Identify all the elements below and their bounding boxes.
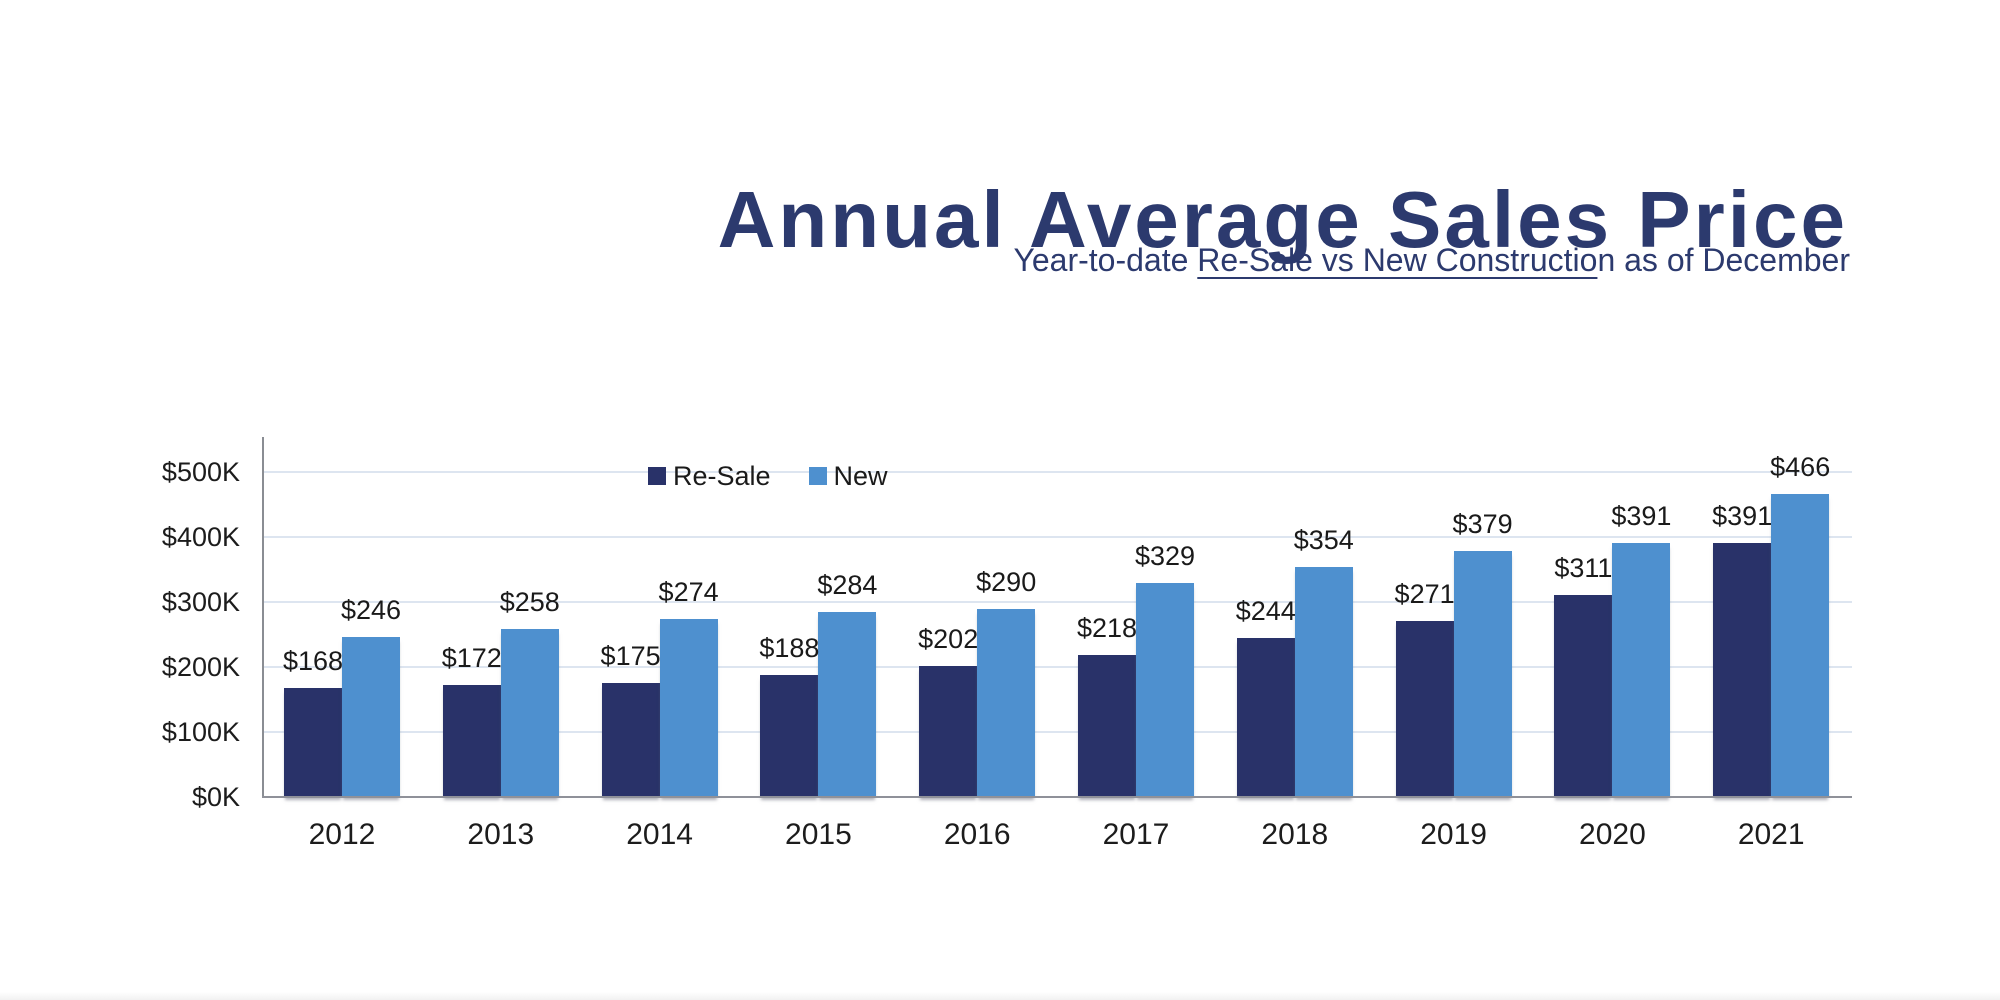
bar-value-label-resale-2018: $244: [1235, 596, 1296, 627]
bar-new-2016: [977, 608, 1036, 797]
chart-legend: Re-Sale New: [648, 462, 888, 490]
bar-value-label-new-2013: $258: [499, 587, 560, 618]
bar-value-label-new-2021: $466: [1770, 452, 1831, 483]
bar-resale-2014: [601, 683, 660, 797]
bar-value-label-resale-2013: $172: [441, 643, 502, 674]
x-tick-label-2014: 2014: [626, 818, 693, 851]
bar-resale-2018: [1236, 638, 1295, 797]
x-axis-line: [262, 796, 1852, 798]
bar-value-label-new-2017: $329: [1134, 541, 1196, 572]
bar-value-label-resale-2016: $202: [918, 623, 979, 654]
bar-new-2015: [818, 612, 877, 797]
bar-new-2020: [1612, 542, 1671, 797]
legend-item-resale: Re-Sale: [648, 462, 771, 490]
gridline-500k: [264, 471, 1852, 473]
y-tick-label: $500K: [161, 457, 240, 487]
gridline-100k: [264, 731, 1852, 733]
bar-resale-2020: [1554, 594, 1613, 797]
bar-resale-2013: [442, 685, 501, 797]
subtitle-prefix: Year-to-date: [1013, 242, 1198, 278]
bottom-edge-shadow: [0, 992, 2000, 1000]
x-tick-label-2019: 2019: [1420, 818, 1487, 851]
bar-resale-2017: [1078, 655, 1136, 797]
gridline-200k: [264, 666, 1852, 668]
bar-value-label-new-2020: $391: [1611, 500, 1672, 531]
subtitle-underlined-text: Re-Sale vs New Constructio: [1197, 242, 1598, 278]
bar-value-label-resale-2021: $391: [1712, 500, 1773, 531]
x-tick-label-2017: 2017: [1102, 818, 1170, 851]
x-tick-label-2015: 2015: [785, 818, 852, 851]
page-title: Annual Average Sales Price: [717, 174, 1848, 264]
x-tick-label-2013: 2013: [467, 818, 535, 851]
y-tick-label: $0K: [191, 782, 240, 812]
legend-label: Re-Sale: [673, 461, 771, 491]
bar-new-2012: [342, 637, 400, 797]
page-title-text: Annual Average Sales Price: [717, 174, 1848, 264]
bar-value-label-new-2012: $246: [340, 595, 402, 626]
bar-new-2017: [1136, 583, 1194, 797]
subtitle-suffix: n as of December: [1597, 242, 1850, 278]
x-tick-label-2012: 2012: [308, 818, 376, 851]
gridline-400k: [264, 536, 1852, 538]
bar-value-label-resale-2020: $311: [1554, 552, 1613, 583]
bar-value-label-resale-2019: $271: [1394, 578, 1455, 609]
bar-resale-2016: [919, 665, 978, 797]
legend-swatch-new: [808, 467, 827, 485]
bar-resale-2015: [760, 674, 819, 797]
legend-label: New: [833, 461, 888, 491]
page-subtitle: Year-to-date Re-Sale vs New Construction…: [1013, 241, 1850, 279]
y-tick-label: $400K: [161, 522, 240, 552]
bar-new-2019: [1453, 550, 1512, 797]
bar-value-label-new-2016: $290: [976, 566, 1037, 597]
bar-value-label-resale-2014: $175: [600, 641, 661, 672]
bar-value-label-new-2015: $284: [817, 570, 878, 601]
legend-swatch-resale: [648, 467, 666, 485]
bar-resale-2012: [284, 687, 342, 797]
y-tick-label: $300K: [161, 587, 240, 617]
bar-resale-2021: [1713, 542, 1772, 797]
y-axis-line: [262, 437, 264, 798]
x-tick-label-2021: 2021: [1737, 818, 1805, 851]
bar-value-label-new-2019: $379: [1452, 508, 1513, 539]
x-tick-label-2020: 2020: [1579, 818, 1646, 851]
x-tick-label-2018: 2018: [1261, 818, 1329, 851]
y-tick-label: $200K: [161, 652, 240, 682]
bar-value-label-resale-2015: $188: [759, 632, 820, 663]
bar-value-label-resale-2012: $168: [282, 645, 344, 676]
gridline-300k: [264, 601, 1852, 603]
x-tick-label-2016: 2016: [943, 818, 1011, 851]
bar-value-label-new-2018: $354: [1293, 524, 1354, 555]
y-tick-label: $100K: [161, 717, 240, 747]
bar-new-2018: [1294, 566, 1353, 797]
bar-new-2021: [1771, 494, 1830, 797]
bar-value-label-new-2014: $274: [658, 576, 719, 607]
bar-new-2014: [659, 618, 718, 797]
bar-resale-2019: [1395, 620, 1454, 797]
bar-value-label-resale-2017: $218: [1076, 613, 1138, 644]
bar-new-2013: [500, 629, 559, 797]
legend-item-new: New: [808, 461, 888, 491]
